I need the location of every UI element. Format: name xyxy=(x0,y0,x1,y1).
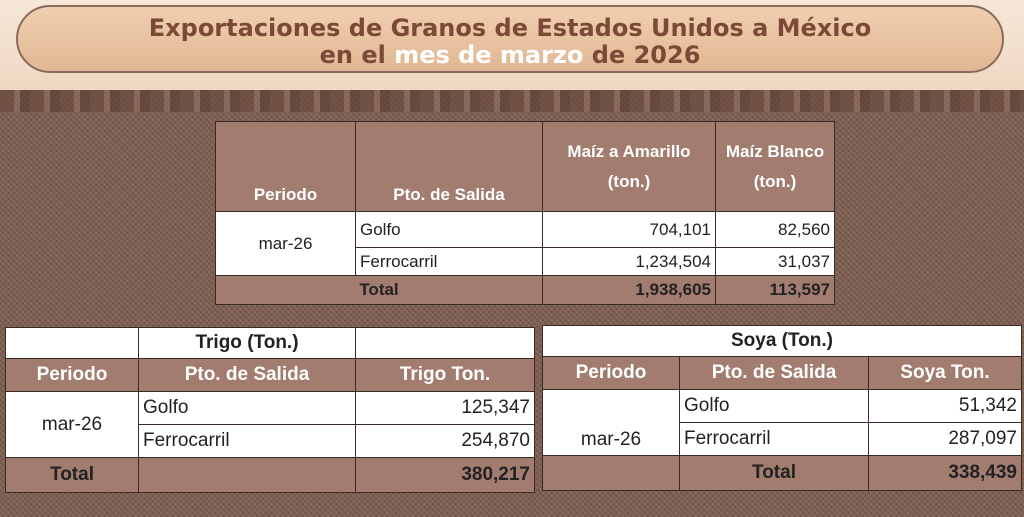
soya-port-ferrocarril: Ferrocarril xyxy=(679,422,869,456)
fabric-fringe xyxy=(0,90,1024,112)
maiz-port-ferrocarril: Ferrocarril xyxy=(355,247,543,276)
soya-total-label: Total xyxy=(679,455,869,491)
soya-period: mar-26 xyxy=(542,389,680,456)
maiz-header-periodo: Periodo xyxy=(215,121,356,212)
trigo-row-golfo: mar-26 Golfo 125,347 xyxy=(5,391,535,458)
soya-caption-row: Soya (Ton.) xyxy=(542,325,1022,357)
trigo-header-periodo: Periodo xyxy=(5,358,139,392)
trigo-port-golfo: Golfo xyxy=(138,391,356,425)
title-line-2-pre: en el xyxy=(319,41,395,69)
trigo-period: mar-26 xyxy=(5,391,139,458)
maiz-header-blanco-unit: (ton.) xyxy=(753,171,797,191)
trigo-total-label: Total xyxy=(5,457,139,493)
maiz-total-row: Total 1,938,605 113,597 xyxy=(215,275,835,305)
trigo-header-puerto: Pto. de Salida xyxy=(138,358,356,392)
soya-port-golfo: Golfo xyxy=(679,389,869,423)
soya-value-ferrocarril: 287,097 xyxy=(868,422,1022,456)
trigo-caption-spacer-1 xyxy=(5,327,139,359)
soya-total-value: 338,439 xyxy=(868,455,1022,491)
maiz-total-amarillo: 1,938,605 xyxy=(542,275,716,305)
soya-header-row: Periodo Pto. de Salida Soya Ton. xyxy=(542,356,1022,390)
trigo-header-valor: Trigo Ton. xyxy=(355,358,535,392)
maiz-header-puerto: Pto. de Salida xyxy=(355,121,543,212)
soya-header-valor: Soya Ton. xyxy=(868,356,1022,390)
trigo-header-row: Periodo Pto. de Salida Trigo Ton. xyxy=(5,358,535,392)
title-highlight: mes de marzo xyxy=(394,41,584,69)
maiz-header-row: Periodo Pto. de Salida Maíz a Amarillo (t… xyxy=(215,121,835,212)
trigo-table: Trigo (Ton.) Periodo Pto. de Salida Trig… xyxy=(5,327,535,493)
trigo-caption-spacer-2 xyxy=(355,327,535,359)
maiz-row-golfo: mar-26 Golfo 704,101 82,560 xyxy=(215,211,835,276)
trigo-total-empty xyxy=(138,457,356,493)
maiz-amarillo-golfo: 704,101 xyxy=(542,211,716,248)
trigo-value-ferrocarril: 254,870 xyxy=(355,424,535,458)
maiz-header-amarillo-unit: (ton.) xyxy=(607,171,651,191)
trigo-caption: Trigo (Ton.) xyxy=(138,327,356,359)
soya-total-row: Total 338,439 xyxy=(542,455,1022,491)
soya-table: Soya (Ton.) Periodo Pto. de Salida Soya … xyxy=(542,325,1022,491)
maiz-header-amarillo-label: Maíz a Amarillo xyxy=(567,141,691,161)
trigo-total-value: 380,217 xyxy=(355,457,535,493)
maiz-header-blanco: Maíz Blanco (ton.) xyxy=(715,121,835,212)
soya-total-empty xyxy=(542,455,680,491)
title-line-1: Exportaciones de Granos de Estados Unido… xyxy=(148,14,872,42)
title-line-2-post: de 2026 xyxy=(583,41,701,69)
title-line-2: en el mes de marzo de 2026 xyxy=(18,42,1002,68)
maiz-table: Periodo Pto. de Salida Maíz a Amarillo (t… xyxy=(215,121,835,305)
maiz-blanco-ferrocarril: 31,037 xyxy=(715,247,835,276)
maiz-row-ferrocarril: Ferrocarril 1,234,504 31,037 xyxy=(216,247,835,276)
maiz-port-golfo: Golfo xyxy=(355,211,543,248)
soya-row-golfo: mar-26 Golfo 51,342 xyxy=(542,389,1022,456)
trigo-port-ferrocarril: Ferrocarril xyxy=(138,424,356,458)
trigo-total-row: Total 380,217 xyxy=(5,457,535,493)
maiz-header-blanco-label: Maíz Blanco xyxy=(725,141,825,161)
maiz-period: mar-26 xyxy=(215,211,356,276)
soya-row-ferrocarril: Ferrocarril 287,097 xyxy=(543,422,1022,456)
maiz-amarillo-ferrocarril: 1,234,504 xyxy=(542,247,716,276)
soya-value-golfo: 51,342 xyxy=(868,389,1022,423)
trigo-row-ferrocarril: Ferrocarril 254,870 xyxy=(6,424,535,458)
maiz-blanco-golfo: 82,560 xyxy=(715,211,835,248)
title-banner: Exportaciones de Granos de Estados Unido… xyxy=(16,5,1004,73)
soya-header-periodo: Periodo xyxy=(542,356,680,390)
maiz-total-blanco: 113,597 xyxy=(715,275,835,305)
soya-caption: Soya (Ton.) xyxy=(542,325,1022,357)
maiz-header-amarillo: Maíz a Amarillo (ton.) xyxy=(542,121,716,212)
trigo-value-golfo: 125,347 xyxy=(355,391,535,425)
soya-header-puerto: Pto. de Salida xyxy=(679,356,869,390)
trigo-caption-row: Trigo (Ton.) xyxy=(5,327,535,359)
maiz-total-label: Total xyxy=(215,275,543,305)
